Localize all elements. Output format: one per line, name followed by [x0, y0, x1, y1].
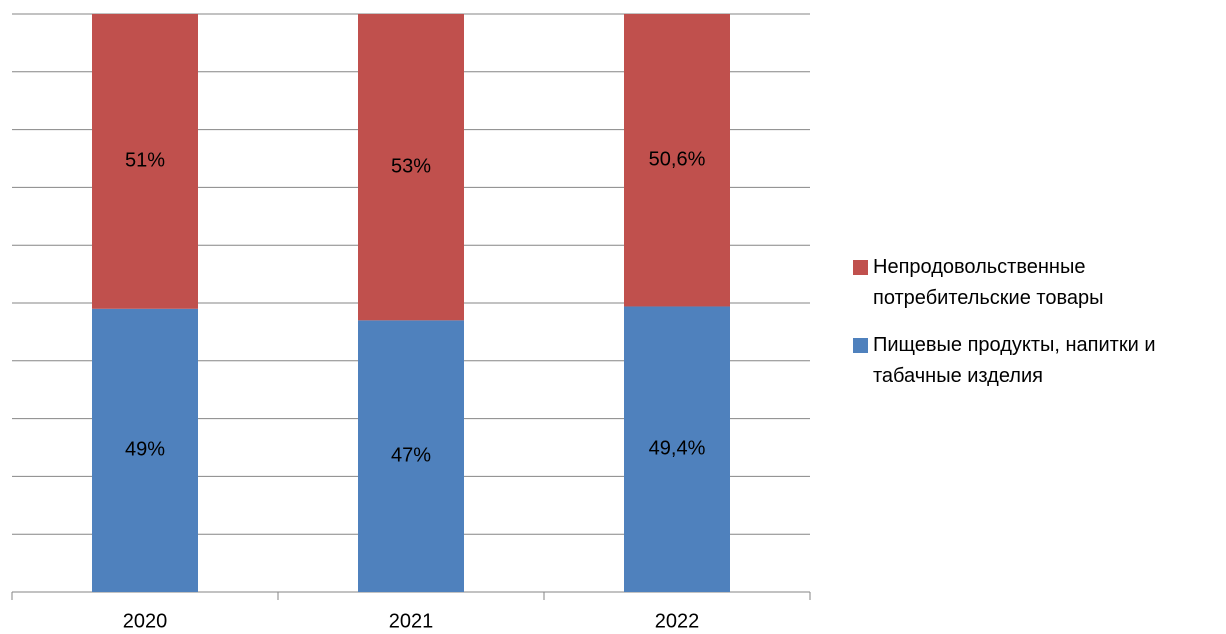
bar-segment [624, 14, 730, 307]
legend-label: Непродовольственные потребительские това… [873, 256, 1104, 309]
legend-item: Пищевые продукты, напитки и табачные изд… [853, 330, 1223, 392]
legend-swatch [853, 338, 868, 353]
x-tick-label: 2020 [123, 610, 168, 632]
data-label: 49% [125, 439, 165, 461]
x-tick-label: 2021 [389, 610, 434, 632]
data-label: 50,6% [649, 149, 706, 171]
bar-segment [92, 14, 198, 309]
legend-item: Непродовольственные потребительские това… [853, 252, 1223, 314]
bar-segment [358, 14, 464, 321]
data-label: 51% [125, 150, 165, 172]
bar-segment [624, 306, 730, 592]
bar-segment [358, 320, 464, 592]
legend: Непродовольственные потребительские това… [853, 252, 1223, 408]
legend-swatch [853, 260, 868, 275]
data-label: 53% [391, 155, 431, 177]
legend-label: Пищевые продукты, напитки и табачные изд… [873, 334, 1156, 387]
data-label: 47% [391, 444, 431, 466]
x-tick-label: 2022 [655, 610, 700, 632]
bar-segment [92, 308, 198, 592]
data-label: 49,4% [649, 438, 706, 460]
